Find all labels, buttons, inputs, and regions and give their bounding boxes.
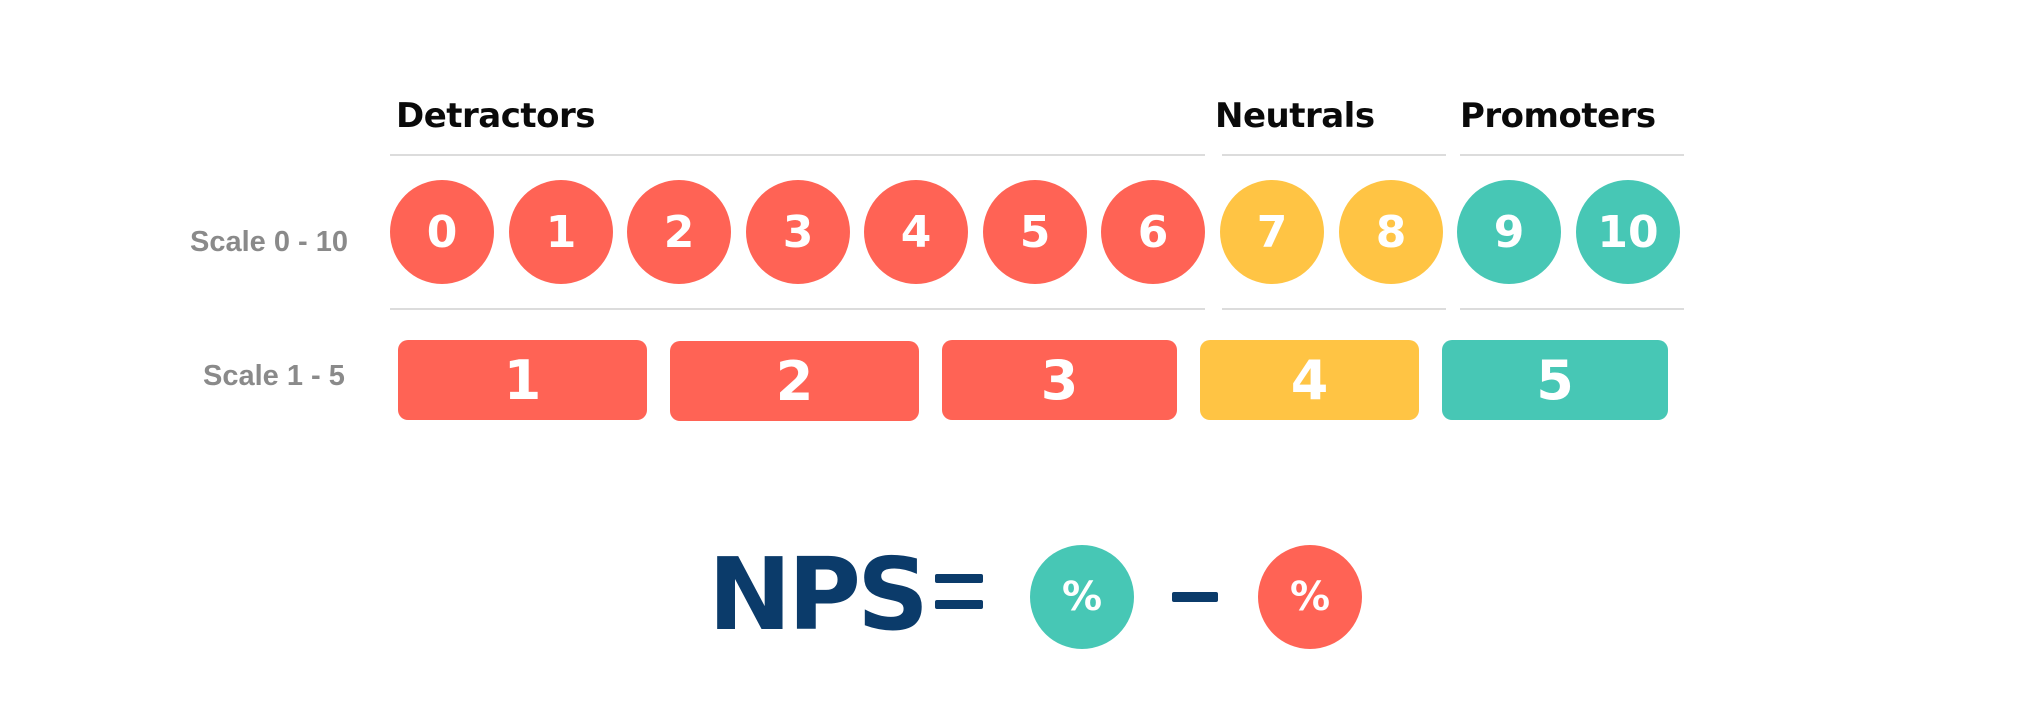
equals-sign-bottom-bar (935, 600, 983, 609)
promoters-percent-circle: % (1030, 545, 1134, 649)
score-circle-7: 7 (1220, 180, 1324, 284)
score-pill-5: 5 (1442, 340, 1668, 420)
score-circle-3: 3 (746, 180, 850, 284)
score-circle-8: 8 (1339, 180, 1443, 284)
promoters-heading: Promoters (1460, 96, 1656, 136)
detractors-bottom-rule (390, 308, 1205, 310)
neutrals-bottom-rule (1222, 308, 1446, 310)
score-pill-4: 4 (1200, 340, 1419, 420)
score-pill-2: 2 (670, 341, 919, 421)
equals-sign-top-bar (935, 574, 983, 583)
minus-sign (1172, 592, 1218, 602)
score-circle-10: 10 (1576, 180, 1680, 284)
score-pill-3: 3 (942, 340, 1177, 420)
scale-0-10-label: Scale 0 - 10 (190, 226, 348, 258)
promoters-top-rule (1460, 154, 1684, 156)
score-circle-4: 4 (864, 180, 968, 284)
score-circle-0: 0 (390, 180, 494, 284)
score-circle-9: 9 (1457, 180, 1561, 284)
score-circle-5: 5 (983, 180, 1087, 284)
score-circle-1: 1 (509, 180, 613, 284)
scale-1-5-label: Scale 1 - 5 (203, 360, 345, 392)
detractors-heading: Detractors (396, 96, 596, 136)
detractors-percent-circle: % (1258, 545, 1362, 649)
nps-formula-label: NPS (708, 536, 929, 653)
score-circle-6: 6 (1101, 180, 1205, 284)
neutrals-top-rule (1222, 154, 1446, 156)
promoters-bottom-rule (1460, 308, 1684, 310)
score-pill-1: 1 (398, 340, 647, 420)
score-circle-2: 2 (627, 180, 731, 284)
neutrals-heading: Neutrals (1215, 96, 1375, 136)
detractors-top-rule (390, 154, 1205, 156)
